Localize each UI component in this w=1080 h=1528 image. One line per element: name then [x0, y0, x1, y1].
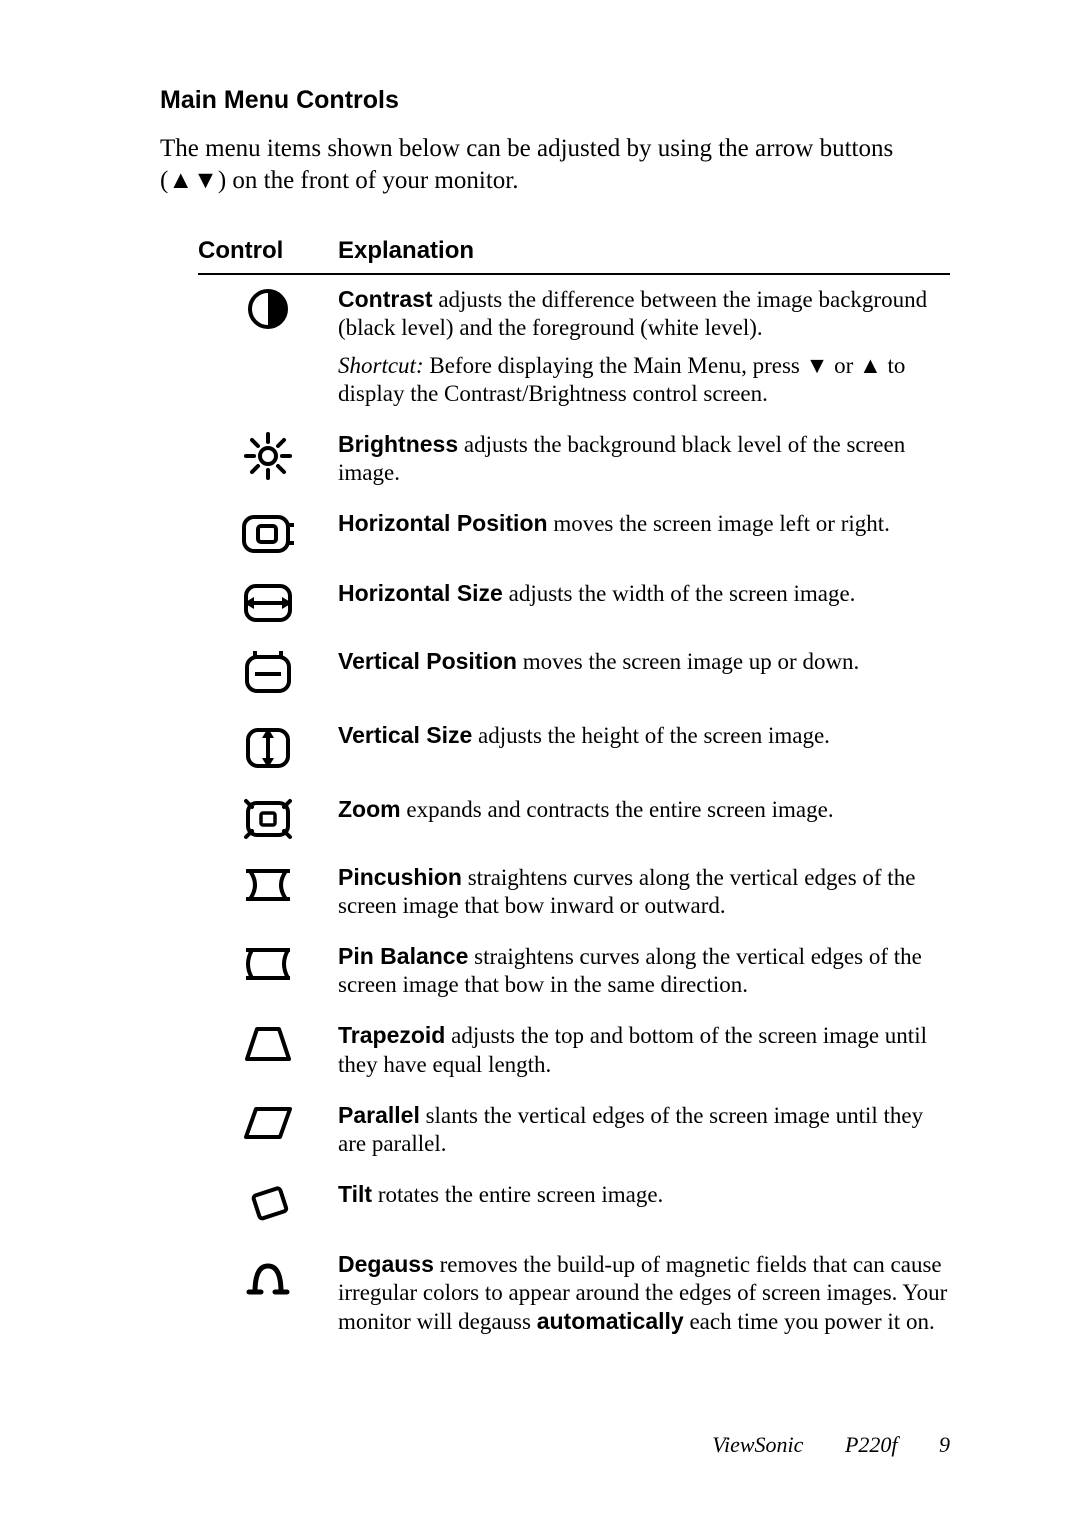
- row-contrast: Contrast adjusts the difference between …: [198, 285, 950, 408]
- degauss-icon: [245, 1252, 291, 1296]
- controls-table: Control Explanation Contrast adjusts the…: [198, 237, 950, 1336]
- row-zoom: Zoom expands and contracts the entire sc…: [198, 795, 950, 841]
- header-control: Control: [198, 237, 338, 265]
- brightness-icon: [244, 432, 292, 480]
- row-degauss: Degauss removes the build-up of magnetic…: [198, 1250, 950, 1336]
- row-pinbalance: Pin Balance straightens curves along the…: [198, 942, 950, 999]
- trapezoid-icon: [243, 1023, 293, 1065]
- intro-paragraph: The menu items shown below can be adjust…: [160, 133, 950, 197]
- pincushion-text: Pincushion straightens curves along the …: [338, 863, 950, 920]
- vertical-size-icon: [243, 723, 293, 773]
- pinbalance-text: Pin Balance straightens curves along the…: [338, 942, 950, 999]
- page-footer: ViewSonic P220f 9: [712, 1432, 950, 1458]
- row-pincushion: Pincushion straightens curves along the …: [198, 863, 950, 920]
- row-vpos: Vertical Position moves the screen image…: [198, 647, 950, 699]
- header-explanation: Explanation: [338, 237, 474, 265]
- horizontal-position-icon: [240, 511, 296, 557]
- zoom-icon: [241, 797, 295, 841]
- vpos-text: Vertical Position moves the screen image…: [338, 647, 950, 676]
- pincushion-icon: [242, 865, 294, 905]
- tilt-text: Tilt rotates the entire screen image.: [338, 1180, 950, 1209]
- parallel-text: Parallel slants the vertical edges of th…: [338, 1101, 950, 1158]
- row-trapezoid: Trapezoid adjusts the top and bottom of …: [198, 1021, 950, 1078]
- section-title: Main Menu Controls: [160, 86, 950, 115]
- row-vsize: Vertical Size adjusts the height of the …: [198, 721, 950, 773]
- vsize-text: Vertical Size adjusts the height of the …: [338, 721, 950, 750]
- contrast-icon: [246, 287, 290, 331]
- footer-page: 9: [939, 1432, 950, 1457]
- row-hpos: Horizontal Position moves the screen ima…: [198, 509, 950, 557]
- row-hsize: Horizontal Size adjusts the width of the…: [198, 579, 950, 625]
- parallel-icon: [242, 1103, 294, 1143]
- contrast-text: Contrast adjusts the difference between …: [338, 285, 950, 342]
- degauss-text: Degauss removes the build-up of magnetic…: [338, 1250, 950, 1336]
- hsize-text: Horizontal Size adjusts the width of the…: [338, 579, 950, 608]
- table-header: Control Explanation: [198, 237, 950, 275]
- footer-brand: ViewSonic: [712, 1432, 803, 1457]
- horizontal-size-icon: [241, 581, 295, 625]
- row-tilt: Tilt rotates the entire screen image.: [198, 1180, 950, 1228]
- tilt-icon: [244, 1182, 292, 1228]
- row-brightness: Brightness adjusts the background black …: [198, 430, 950, 487]
- contrast-shortcut: Shortcut: Before displaying the Main Men…: [338, 352, 950, 408]
- row-parallel: Parallel slants the vertical edges of th…: [198, 1101, 950, 1158]
- brightness-text: Brightness adjusts the background black …: [338, 430, 950, 487]
- trapezoid-text: Trapezoid adjusts the top and bottom of …: [338, 1021, 950, 1078]
- hpos-text: Horizontal Position moves the screen ima…: [338, 509, 950, 538]
- footer-model: P220f: [845, 1432, 898, 1457]
- pin-balance-icon: [242, 944, 294, 984]
- zoom-text: Zoom expands and contracts the entire sc…: [338, 795, 950, 824]
- vertical-position-icon: [241, 649, 295, 699]
